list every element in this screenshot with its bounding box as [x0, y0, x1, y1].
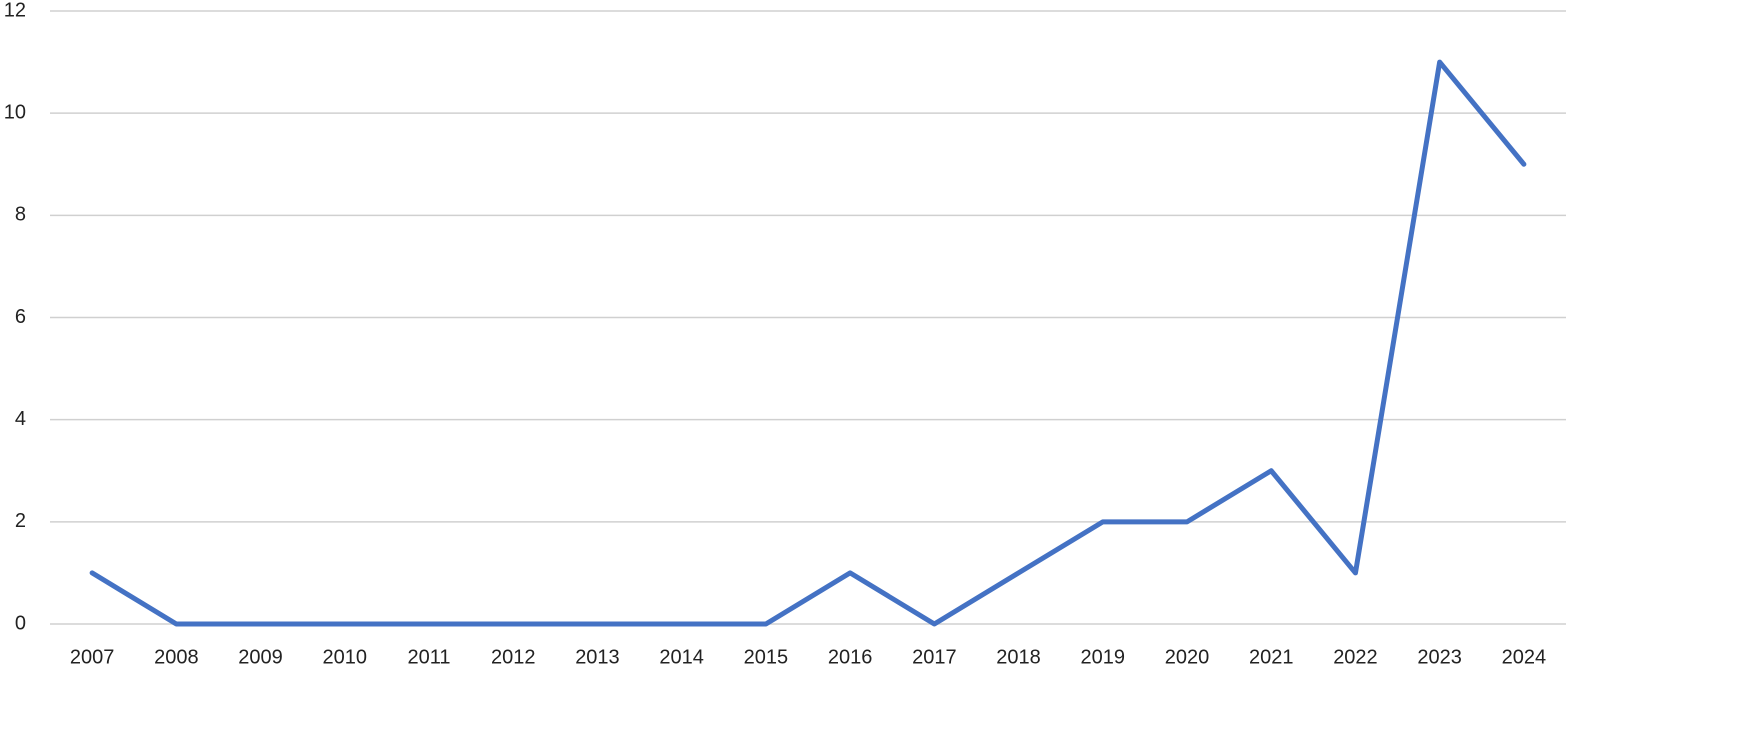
x-tick-label: 2009 — [238, 646, 283, 668]
x-tick-label: 2024 — [1502, 646, 1547, 668]
x-tick-label: 2010 — [323, 646, 368, 668]
y-tick-label: 4 — [15, 408, 26, 430]
x-tick-label: 2014 — [659, 646, 704, 668]
data-line — [89, 59, 1527, 627]
x-tick-label: 2019 — [1081, 646, 1126, 668]
x-tick-label: 2020 — [1165, 646, 1210, 668]
x-tick-label: 2015 — [744, 646, 789, 668]
x-tick-label: 2017 — [912, 646, 957, 668]
x-tick-label: 2012 — [491, 646, 536, 668]
x-tick-label: 2021 — [1249, 646, 1294, 668]
x-tick-label: 2018 — [996, 646, 1041, 668]
y-tick-label: 6 — [15, 306, 26, 328]
x-tick-label: 2022 — [1333, 646, 1378, 668]
y-tick-label: 2 — [15, 510, 26, 532]
x-tick-label: 2007 — [70, 646, 115, 668]
y-tick-label: 12 — [4, 0, 26, 21]
y-tick-label: 10 — [4, 101, 26, 123]
x-tick-label: 2013 — [575, 646, 620, 668]
x-tick-label: 2008 — [154, 646, 199, 668]
x-tick-label: 2023 — [1417, 646, 1462, 668]
x-tick-label: 2011 — [407, 646, 450, 668]
y-tick-label: 8 — [15, 204, 26, 226]
x-tick-label: 2016 — [828, 646, 873, 668]
y-tick-label: 0 — [15, 612, 26, 634]
